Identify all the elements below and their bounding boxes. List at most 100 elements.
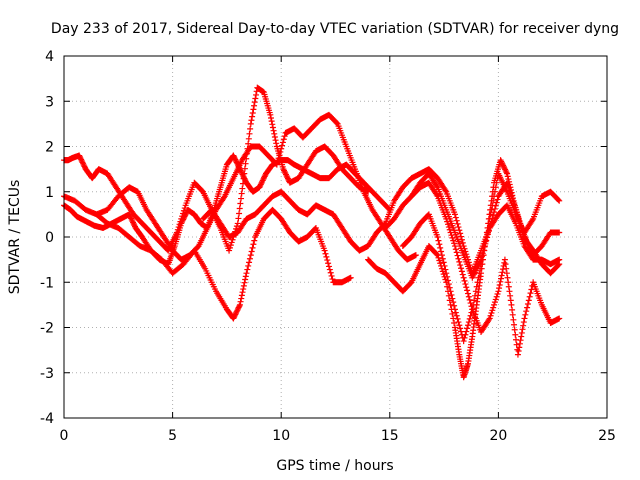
data-point [498, 159, 505, 166]
data-point [246, 255, 253, 262]
data-point [240, 286, 247, 293]
data-point [237, 200, 244, 207]
data-point [281, 133, 288, 140]
data-point [443, 270, 450, 277]
data-point [284, 175, 291, 182]
data-point [325, 260, 332, 267]
data-point [505, 176, 512, 183]
data-point [267, 111, 274, 118]
data-point [465, 293, 472, 300]
data-point [238, 195, 245, 202]
data-point [511, 204, 518, 211]
data-point [174, 226, 181, 233]
data-point [333, 119, 340, 126]
data-point [437, 244, 444, 251]
data-point [328, 272, 335, 279]
data-point [475, 274, 482, 281]
data-point [445, 277, 452, 284]
data-point [507, 297, 514, 304]
data-point [245, 262, 252, 269]
data-point [485, 316, 492, 323]
data-point [282, 170, 289, 177]
data-point [279, 142, 286, 149]
data-point [238, 295, 245, 302]
data-point [555, 262, 562, 269]
data-point [519, 228, 526, 235]
data-point [526, 293, 533, 300]
data-point [478, 256, 485, 263]
x-tick-label: 15 [381, 428, 399, 444]
data-point [247, 125, 254, 132]
data-point [504, 182, 511, 189]
data-point [79, 159, 86, 166]
data-point [471, 292, 478, 299]
data-point [463, 328, 470, 335]
y-tick-label: -2 [40, 321, 54, 337]
data-point [503, 270, 510, 277]
data-point [498, 158, 505, 165]
data-point [252, 95, 259, 102]
data-point [502, 261, 509, 268]
data-point [236, 303, 243, 310]
data-point [130, 220, 137, 227]
data-point [521, 315, 528, 322]
data-point [449, 310, 456, 317]
data-point [498, 275, 505, 282]
chart-title: Day 233 of 2017, Sidereal Day-to-day VTE… [51, 21, 619, 37]
data-point [517, 337, 524, 344]
data-point [243, 270, 250, 277]
data-point [483, 237, 490, 244]
data-point [256, 184, 263, 191]
data-point [447, 288, 454, 295]
data-point [527, 290, 534, 297]
data-point [485, 228, 492, 235]
grid [64, 56, 607, 418]
data-point [244, 266, 251, 273]
data-point [276, 152, 283, 159]
data-point [493, 293, 500, 300]
data-point [177, 218, 184, 225]
data-point [460, 274, 467, 281]
data-point [457, 262, 464, 269]
data-point [173, 229, 180, 236]
data-point [178, 215, 185, 222]
data-point [449, 234, 456, 241]
data-point [329, 276, 336, 283]
data-point [464, 322, 471, 329]
data-point [497, 157, 504, 164]
data-point [469, 306, 476, 313]
data-point [455, 319, 462, 326]
data-point [487, 221, 494, 228]
data-point [499, 269, 506, 276]
series-trace-7 [382, 179, 563, 358]
axis-ticks: 0 5 10 15 20 25 -4 -3 -2 -1 0 1 2 3 4 [40, 49, 616, 444]
data-point [439, 255, 446, 262]
data-point [479, 250, 486, 257]
data-point [468, 309, 475, 316]
data-point [281, 167, 288, 174]
data-point [515, 348, 522, 355]
data-point [180, 207, 187, 214]
data-point [490, 212, 497, 219]
data-point [509, 311, 516, 318]
data-point [452, 214, 459, 221]
data-point [247, 120, 254, 127]
data-point [491, 205, 498, 212]
data-point [236, 205, 243, 212]
data-point [236, 301, 243, 308]
data-point [238, 292, 245, 299]
data-points [61, 84, 563, 381]
data-point [245, 140, 252, 147]
data-point [504, 173, 511, 180]
data-point [451, 306, 458, 313]
data-point [556, 315, 563, 322]
data-point [433, 182, 440, 189]
data-point [504, 179, 511, 186]
data-point [277, 148, 284, 155]
data-point [556, 197, 563, 204]
data-point [457, 230, 464, 237]
data-point [448, 291, 455, 298]
data-point [494, 291, 501, 298]
y-tick-label: 2 [45, 140, 54, 156]
